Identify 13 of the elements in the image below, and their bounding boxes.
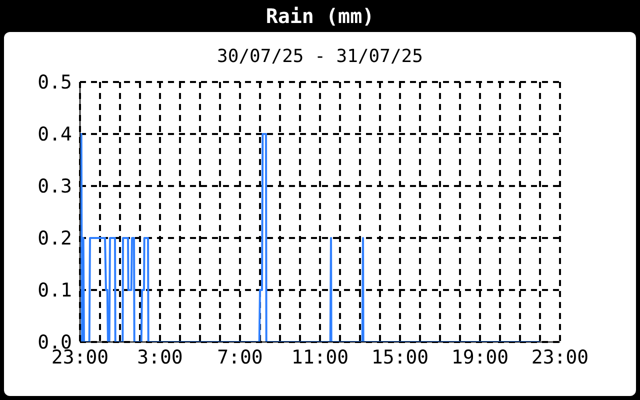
x-tick-label: 23:00 <box>531 346 589 368</box>
y-tick-label: 0.1 <box>38 280 72 302</box>
y-tick-label: 0.5 <box>38 72 72 94</box>
chart-title: Rain (mm) <box>264 4 376 28</box>
chart-subtitle: 30/07/25 - 31/07/25 <box>216 46 424 67</box>
x-tick-label: 19:00 <box>451 346 509 368</box>
y-tick-label: 0.3 <box>38 176 72 198</box>
x-tick-label: 11:00 <box>291 346 349 368</box>
x-tick-label: 7:00 <box>217 346 263 368</box>
x-tick-label: 3:00 <box>137 346 183 368</box>
y-tick-label: 0.4 <box>38 124 72 146</box>
x-tick-label: 15:00 <box>371 346 429 368</box>
y-tick-label: 0.2 <box>38 228 72 250</box>
